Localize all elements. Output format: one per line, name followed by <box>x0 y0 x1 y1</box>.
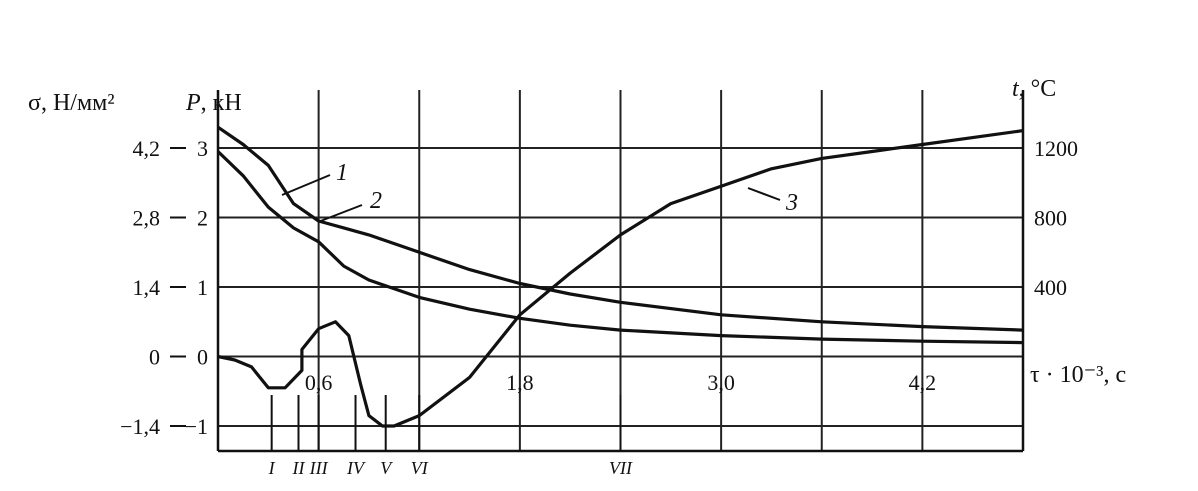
p-tick-label: −1 <box>185 414 208 439</box>
stage-label: V <box>380 458 393 478</box>
series-1-line <box>217 125 1024 332</box>
stage-label: VI <box>411 458 429 478</box>
curve-label-2: 2 <box>370 188 382 214</box>
sigma-tick-label: −1,4 <box>120 414 160 439</box>
x-tick-label: 0,6 <box>305 370 333 395</box>
curve-label-leader <box>281 174 331 196</box>
p-tick-label: 2 <box>197 206 208 231</box>
curve-label-leader <box>317 204 363 223</box>
stage-markers: I II III IV V VI VII <box>268 395 633 478</box>
x-tick-label: 4,2 <box>909 370 937 395</box>
t-tick-label: 1200 <box>1034 136 1078 161</box>
sigma-tick-label: 2,8 <box>133 206 161 231</box>
stage-label: I <box>268 458 276 478</box>
curves: 12 3 <box>216 125 1024 428</box>
p-tick-label: 3 <box>197 136 208 161</box>
t-axis-label: t, °С <box>1012 76 1056 102</box>
p-tick-label: 1 <box>197 275 208 300</box>
series-2-line <box>216 150 1024 345</box>
t-tick-label: 400 <box>1034 275 1067 300</box>
stage-label: II <box>292 458 306 478</box>
p-axis-label: P, кН <box>185 90 242 116</box>
stage-label: IV <box>346 458 366 478</box>
x-tick-label: 1,8 <box>506 370 534 395</box>
t-tick-label: 800 <box>1034 206 1067 231</box>
labels: σ, Н/мм² P, кН t, °С τ · 10⁻³, с <box>28 76 1126 388</box>
curve-label-leader <box>747 187 781 201</box>
x-tick-label: 3,0 <box>707 370 735 395</box>
sigma-axis-label: σ, Н/мм² <box>28 90 115 116</box>
p-tick-label: 0 <box>197 345 208 370</box>
sigma-tick-label: 4,2 <box>133 136 161 161</box>
curve-label-3: 3 <box>785 190 798 216</box>
stage-label: VII <box>609 458 633 478</box>
curve-label-1: 1 <box>336 160 348 186</box>
series-3-line <box>217 129 1024 428</box>
ticks: 4,2 3 2,8 2 1,4 1 0 0 −1,4 −1 1200 800 400 0,6 1,8 3,0 4… <box>120 136 1078 439</box>
sigma-tick-label: 0 <box>149 345 160 370</box>
sigma-tick-label: 1,4 <box>133 275 161 300</box>
stage-label: III <box>309 458 329 478</box>
x-axis-label: τ · 10⁻³, с <box>1030 362 1126 388</box>
